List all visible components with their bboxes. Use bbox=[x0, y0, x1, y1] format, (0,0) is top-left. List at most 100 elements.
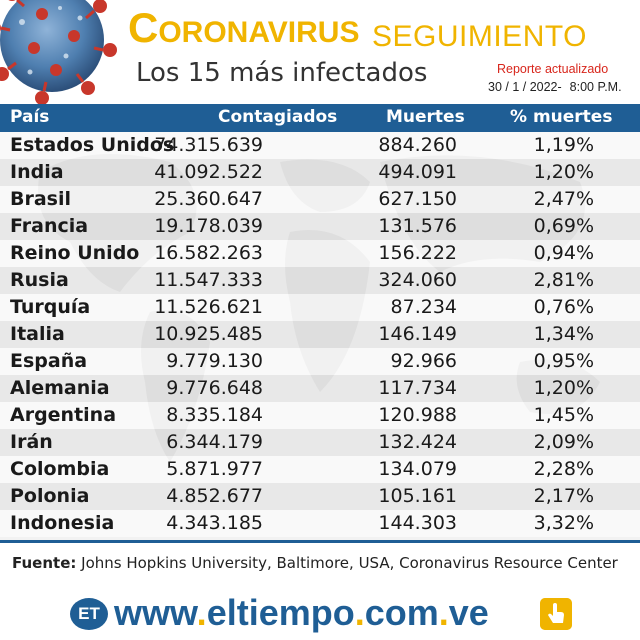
hand-pointer-icon bbox=[540, 598, 572, 630]
deaths-cell: 146.149 bbox=[378, 323, 457, 345]
deaths-cell: 627.150 bbox=[378, 188, 457, 210]
table-row: Francia 19.178.039 131.576 0,69% bbox=[0, 213, 640, 240]
url-dot: . bbox=[438, 592, 449, 633]
pct-cell: 0,69% bbox=[533, 215, 594, 237]
url-dot: . bbox=[196, 592, 207, 633]
cases-cell: 16.582.263 bbox=[154, 242, 263, 264]
cases-cell: 11.526.621 bbox=[154, 296, 263, 318]
coronavirus-icon bbox=[0, 0, 117, 105]
pct-cell: 0,94% bbox=[533, 242, 594, 264]
table-row: Polonia 4.852.677 105.161 2,17% bbox=[0, 483, 640, 510]
table-row: Reino Unido 16.582.263 156.222 0,94% bbox=[0, 240, 640, 267]
pct-cell: 0,76% bbox=[533, 296, 594, 318]
table-row: Alemania 9.776.648 117.734 1,20% bbox=[0, 375, 640, 402]
pct-cell: 2,81% bbox=[533, 269, 594, 291]
country-cell: Reino Unido bbox=[10, 242, 140, 264]
table-row: Italia 10.925.485 146.149 1,34% bbox=[0, 321, 640, 348]
report-time: 8:00 P.M. bbox=[569, 80, 622, 94]
pct-cell: 1,34% bbox=[533, 323, 594, 345]
brand-bar: ET www.eltiempo.com.ve bbox=[70, 588, 590, 638]
eltiempo-logo: ET bbox=[70, 598, 108, 630]
cases-cell: 19.178.039 bbox=[154, 215, 263, 237]
table-row: India 41.092.522 494.091 1,20% bbox=[0, 159, 640, 186]
deaths-cell: 324.060 bbox=[378, 269, 457, 291]
deaths-cell: 87.234 bbox=[390, 296, 457, 318]
title-rest: ORONAVIRUS bbox=[158, 16, 360, 49]
report-date: 30 / 1 / 2022- 8:00 P.M. bbox=[488, 80, 622, 94]
url-com: com bbox=[364, 592, 439, 633]
title-seguimiento: SEGUIMIENTO bbox=[372, 20, 587, 53]
deaths-cell: 105.161 bbox=[378, 485, 457, 507]
cases-cell: 9.779.130 bbox=[166, 350, 263, 372]
table-row: Colombia 5.871.977 134.079 2,28% bbox=[0, 456, 640, 483]
deaths-cell: 132.424 bbox=[378, 431, 457, 453]
country-cell: España bbox=[10, 350, 88, 372]
url-ve: ve bbox=[448, 592, 489, 633]
pct-cell: 1,20% bbox=[533, 161, 594, 183]
report-date-value: 30 / 1 / 2022- bbox=[488, 80, 562, 94]
title-first-letter: C bbox=[128, 4, 159, 51]
cases-cell: 10.925.485 bbox=[154, 323, 263, 345]
country-cell: Francia bbox=[10, 215, 89, 237]
footer-divider bbox=[0, 540, 640, 543]
subtitle: Los 15 más infectados bbox=[136, 58, 428, 88]
table-row: Indonesia 4.343.185 144.303 3,32% bbox=[0, 510, 640, 537]
table-header: País Contagiados Muertes % muertes bbox=[0, 104, 640, 132]
deaths-cell: 156.222 bbox=[378, 242, 457, 264]
table-row: Rusia 11.547.333 324.060 2,81% bbox=[0, 267, 640, 294]
table-row: España 9.779.130 92.966 0,95% bbox=[0, 348, 640, 375]
footer: Fuente: Johns Hopkins University, Baltim… bbox=[0, 540, 640, 640]
cases-cell: 4.852.677 bbox=[166, 485, 263, 507]
pct-cell: 2,17% bbox=[533, 485, 594, 507]
header: CORONAVIRUS SEGUIMIENTO Los 15 más infec… bbox=[0, 0, 640, 105]
url-dot: . bbox=[354, 592, 365, 633]
deaths-cell: 134.079 bbox=[378, 458, 457, 480]
cases-cell: 41.092.522 bbox=[154, 161, 263, 183]
country-cell: Turquía bbox=[10, 296, 91, 318]
deaths-cell: 884.260 bbox=[378, 134, 457, 156]
cases-cell: 5.871.977 bbox=[166, 458, 263, 480]
cases-cell: 8.335.184 bbox=[166, 404, 263, 426]
header-country: País bbox=[10, 107, 50, 127]
table-row: Turquía 11.526.621 87.234 0,76% bbox=[0, 294, 640, 321]
country-cell: Italia bbox=[10, 323, 65, 345]
source-line: Fuente: Johns Hopkins University, Baltim… bbox=[12, 554, 618, 572]
pct-cell: 1,20% bbox=[533, 377, 594, 399]
url-name: eltiempo bbox=[206, 592, 355, 633]
cases-cell: 6.344.179 bbox=[166, 431, 263, 453]
pct-cell: 2,28% bbox=[533, 458, 594, 480]
header-cases: Contagiados bbox=[218, 107, 338, 127]
url-www: www bbox=[114, 592, 197, 633]
source-text: Johns Hopkins University, Baltimore, USA… bbox=[81, 554, 618, 572]
country-cell: Alemania bbox=[10, 377, 110, 399]
table-row: Brasil 25.360.647 627.150 2,47% bbox=[0, 186, 640, 213]
country-cell: Estados Unidos bbox=[10, 134, 175, 156]
header-pct: % muertes bbox=[510, 107, 613, 127]
report-label: Reporte actualizado bbox=[497, 62, 609, 76]
table-row: Argentina 8.335.184 120.988 1,45% bbox=[0, 402, 640, 429]
cases-cell: 11.547.333 bbox=[154, 269, 263, 291]
deaths-cell: 92.966 bbox=[390, 350, 457, 372]
pct-cell: 1,45% bbox=[533, 404, 594, 426]
table-row: Irán 6.344.179 132.424 2,09% bbox=[0, 429, 640, 456]
deaths-cell: 494.091 bbox=[378, 161, 457, 183]
pct-cell: 1,19% bbox=[533, 134, 594, 156]
pct-cell: 2,09% bbox=[533, 431, 594, 453]
cases-cell: 4.343.185 bbox=[166, 512, 263, 534]
deaths-cell: 120.988 bbox=[378, 404, 457, 426]
website-link[interactable]: www.eltiempo.com.ve bbox=[114, 592, 489, 634]
table-body: Estados Unidos 74.315.639 884.260 1,19% Ind… bbox=[0, 132, 640, 537]
deaths-cell: 117.734 bbox=[378, 377, 457, 399]
deaths-cell: 144.303 bbox=[378, 512, 457, 534]
country-cell: Indonesia bbox=[10, 512, 115, 534]
country-cell: Polonia bbox=[10, 485, 90, 507]
cases-cell: 74.315.639 bbox=[154, 134, 263, 156]
deaths-cell: 131.576 bbox=[378, 215, 457, 237]
page-title: CORONAVIRUS bbox=[128, 4, 359, 52]
table-row: Estados Unidos 74.315.639 884.260 1,19% bbox=[0, 132, 640, 159]
cases-cell: 25.360.647 bbox=[154, 188, 263, 210]
country-cell: Argentina bbox=[10, 404, 117, 426]
pct-cell: 0,95% bbox=[533, 350, 594, 372]
cases-cell: 9.776.648 bbox=[166, 377, 263, 399]
